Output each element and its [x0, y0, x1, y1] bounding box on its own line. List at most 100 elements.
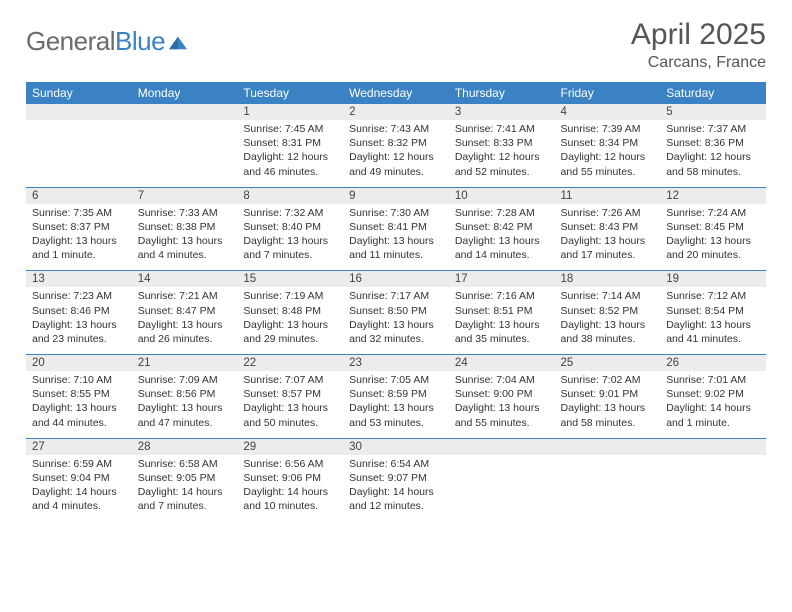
sunset-line: Sunset: 8:57 PM — [243, 387, 337, 401]
sunset-line: Sunset: 9:05 PM — [138, 471, 232, 485]
day-number — [555, 439, 661, 455]
sunrise-line: Sunrise: 7:35 AM — [32, 206, 126, 220]
daylight-line: Daylight: 12 hours and 55 minutes. — [561, 150, 655, 178]
sunrise-line: Sunrise: 7:30 AM — [349, 206, 443, 220]
sunset-line: Sunset: 8:31 PM — [243, 136, 337, 150]
daylight-line: Daylight: 13 hours and 29 minutes. — [243, 318, 337, 346]
sunrise-line: Sunrise: 6:56 AM — [243, 457, 337, 471]
day-number: 30 — [343, 439, 449, 455]
day-number: 28 — [132, 439, 238, 455]
sunset-line: Sunset: 8:47 PM — [138, 304, 232, 318]
sunset-line: Sunset: 8:41 PM — [349, 220, 443, 234]
day-number-row: 13141516171819 — [26, 271, 766, 287]
sunrise-line: Sunrise: 7:24 AM — [666, 206, 760, 220]
day-number — [132, 104, 238, 120]
weekday-header: Wednesday — [343, 82, 449, 104]
day-number: 19 — [660, 271, 766, 287]
day-cell: Sunrise: 6:58 AMSunset: 9:05 PMDaylight:… — [132, 455, 238, 522]
day-number-row: 20212223242526 — [26, 355, 766, 371]
day-cell: Sunrise: 7:23 AMSunset: 8:46 PMDaylight:… — [26, 287, 132, 354]
sunrise-line: Sunrise: 7:21 AM — [138, 289, 232, 303]
day-cell: Sunrise: 7:10 AMSunset: 8:55 PMDaylight:… — [26, 371, 132, 438]
day-cell: Sunrise: 7:30 AMSunset: 8:41 PMDaylight:… — [343, 204, 449, 271]
day-cell: Sunrise: 7:07 AMSunset: 8:57 PMDaylight:… — [237, 371, 343, 438]
day-number: 13 — [26, 271, 132, 287]
sunrise-line: Sunrise: 7:41 AM — [455, 122, 549, 136]
day-number-row: 6789101112 — [26, 188, 766, 204]
day-number: 29 — [237, 439, 343, 455]
daylight-line: Daylight: 13 hours and 47 minutes. — [138, 401, 232, 429]
sunrise-line: Sunrise: 7:23 AM — [32, 289, 126, 303]
sunrise-line: Sunrise: 7:33 AM — [138, 206, 232, 220]
day-number: 5 — [660, 104, 766, 120]
day-number: 26 — [660, 355, 766, 371]
sunset-line: Sunset: 8:43 PM — [561, 220, 655, 234]
sunrise-line: Sunrise: 7:07 AM — [243, 373, 337, 387]
sunset-line: Sunset: 8:45 PM — [666, 220, 760, 234]
daylight-line: Daylight: 13 hours and 35 minutes. — [455, 318, 549, 346]
day-cell: Sunrise: 7:01 AMSunset: 9:02 PMDaylight:… — [660, 371, 766, 438]
sunset-line: Sunset: 8:33 PM — [455, 136, 549, 150]
day-content-row: Sunrise: 7:35 AMSunset: 8:37 PMDaylight:… — [26, 204, 766, 271]
daylight-line: Daylight: 12 hours and 46 minutes. — [243, 150, 337, 178]
day-cell: Sunrise: 7:41 AMSunset: 8:33 PMDaylight:… — [449, 120, 555, 187]
day-number: 4 — [555, 104, 661, 120]
day-cell: Sunrise: 7:09 AMSunset: 8:56 PMDaylight:… — [132, 371, 238, 438]
day-cell: Sunrise: 7:39 AMSunset: 8:34 PMDaylight:… — [555, 120, 661, 187]
sunset-line: Sunset: 8:32 PM — [349, 136, 443, 150]
daylight-line: Daylight: 13 hours and 23 minutes. — [32, 318, 126, 346]
logo-triangle-icon — [167, 33, 189, 51]
sunrise-line: Sunrise: 7:02 AM — [561, 373, 655, 387]
location: Carcans, France — [631, 54, 766, 72]
day-cell: Sunrise: 7:21 AMSunset: 8:47 PMDaylight:… — [132, 287, 238, 354]
daylight-line: Daylight: 13 hours and 20 minutes. — [666, 234, 760, 262]
sunset-line: Sunset: 8:52 PM — [561, 304, 655, 318]
sunrise-line: Sunrise: 7:28 AM — [455, 206, 549, 220]
day-content-row: Sunrise: 6:59 AMSunset: 9:04 PM Daylight:… — [26, 455, 766, 522]
sunset-line: Sunset: 8:38 PM — [138, 220, 232, 234]
day-cell: Sunrise: 6:56 AMSunset: 9:06 PMDaylight:… — [237, 455, 343, 522]
sunrise-line: Sunrise: 6:59 AM — [32, 457, 126, 471]
sunrise-line: Sunrise: 7:09 AM — [138, 373, 232, 387]
day-number: 1 — [237, 104, 343, 120]
day-number: 16 — [343, 271, 449, 287]
daylight-line: Daylight: 13 hours and 53 minutes. — [349, 401, 443, 429]
daylight-line: Daylight: 12 hours and 52 minutes. — [455, 150, 549, 178]
daylight-line: Daylight: 13 hours and 44 minutes. — [32, 401, 126, 429]
sunset-line: Sunset: 9:02 PM — [666, 387, 760, 401]
sunrise-line: Sunrise: 7:37 AM — [666, 122, 760, 136]
day-number: 23 — [343, 355, 449, 371]
sunset-line: Sunset: 8:59 PM — [349, 387, 443, 401]
month-title: April 2025 — [631, 18, 766, 52]
daylight-line: Daylight: 13 hours and 32 minutes. — [349, 318, 443, 346]
sunset-line: Sunset: 9:07 PM — [349, 471, 443, 485]
weekday-header-row: SundayMondayTuesdayWednesdayThursdayFrid… — [26, 82, 766, 104]
sunrise-line: Sunrise: 6:58 AM — [138, 457, 232, 471]
day-number: 24 — [449, 355, 555, 371]
sunset-line: Sunset: 8:46 PM — [32, 304, 126, 318]
day-number: 15 — [237, 271, 343, 287]
sunset-line: Sunset: 8:51 PM — [455, 304, 549, 318]
daylight-line: Daylight: 14 hours and 7 minutes. — [138, 485, 232, 513]
sunrise-line: Sunrise: 7:04 AM — [455, 373, 549, 387]
sunrise-line: Sunrise: 6:54 AM — [349, 457, 443, 471]
day-number: 10 — [449, 188, 555, 204]
day-cell: Sunrise: 7:32 AMSunset: 8:40 PMDaylight:… — [237, 204, 343, 271]
day-number — [449, 439, 555, 455]
sunrise-line: Sunrise: 7:10 AM — [32, 373, 126, 387]
daylight-line: Daylight: 12 hours and 58 minutes. — [666, 150, 760, 178]
daylight-line: Daylight: 13 hours and 58 minutes. — [561, 401, 655, 429]
day-number: 9 — [343, 188, 449, 204]
sunset-line: Sunset: 9:04 PM — [32, 471, 126, 485]
day-cell: Sunrise: 7:33 AMSunset: 8:38 PMDaylight:… — [132, 204, 238, 271]
daylight-line: Daylight: 13 hours and 11 minutes. — [349, 234, 443, 262]
sunrise-line: Sunrise: 7:01 AM — [666, 373, 760, 387]
sunset-line: Sunset: 9:00 PM — [455, 387, 549, 401]
sunrise-line: Sunrise: 7:17 AM — [349, 289, 443, 303]
day-cell: Sunrise: 7:05 AMSunset: 8:59 PMDaylight:… — [343, 371, 449, 438]
day-cell: Sunrise: 7:14 AMSunset: 8:52 PMDaylight:… — [555, 287, 661, 354]
weekday-header: Sunday — [26, 82, 132, 104]
daylight-line: Daylight: 13 hours and 55 minutes. — [455, 401, 549, 429]
sunset-line: Sunset: 8:48 PM — [243, 304, 337, 318]
daylight-line: Daylight: 13 hours and 50 minutes. — [243, 401, 337, 429]
